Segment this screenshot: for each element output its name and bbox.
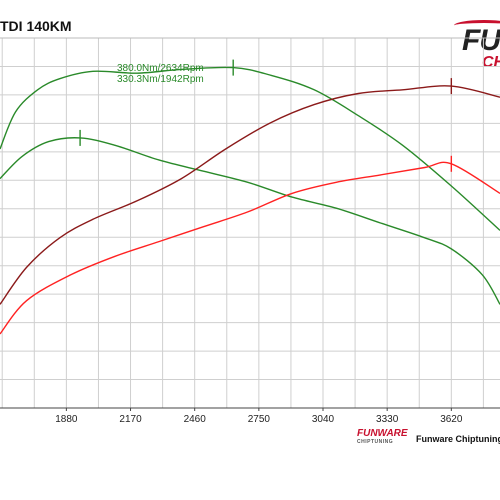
x-tick-label: 2170 [119, 414, 142, 425]
footer-logo: FUNWARE CHIPTUNING [357, 428, 408, 445]
series-line-1 [0, 137, 500, 305]
annotations: 380.0Nm/2634Rpm 330.3Nm/1942Rpm [117, 63, 204, 85]
series-line-2 [0, 85, 500, 305]
chart-series [0, 66, 500, 335]
x-tick-label: 3040 [312, 414, 335, 425]
footer-text: Funware Chiptuning [416, 434, 500, 444]
x-tick-label: 2460 [184, 414, 207, 425]
footer-logo-text: FUNWARE [357, 428, 408, 439]
series-line-3 [0, 161, 500, 335]
x-tick-label: 3620 [440, 414, 463, 425]
annotation-tuned-torque: 380.0Nm/2634Rpm [117, 63, 204, 74]
brand-logo-text: FU [462, 24, 500, 57]
x-tick-label: 2750 [248, 414, 271, 425]
x-tick-label: 1880 [55, 414, 78, 425]
brand-swoosh [454, 20, 500, 31]
annotation-stock-torque: 330.3Nm/1942Rpm [117, 74, 204, 85]
chart-grid [0, 37, 500, 409]
series-line-0 [0, 66, 500, 231]
footer-logo-sub: CHIPTUNING [357, 439, 394, 445]
chart-title: TDI 140KM [0, 18, 72, 34]
chart-markers [79, 59, 453, 172]
x-tick-label: 3330 [376, 414, 399, 425]
x-axis-ticks: 1880 2170 2460 2750 3040 3330 3620 [55, 408, 463, 425]
